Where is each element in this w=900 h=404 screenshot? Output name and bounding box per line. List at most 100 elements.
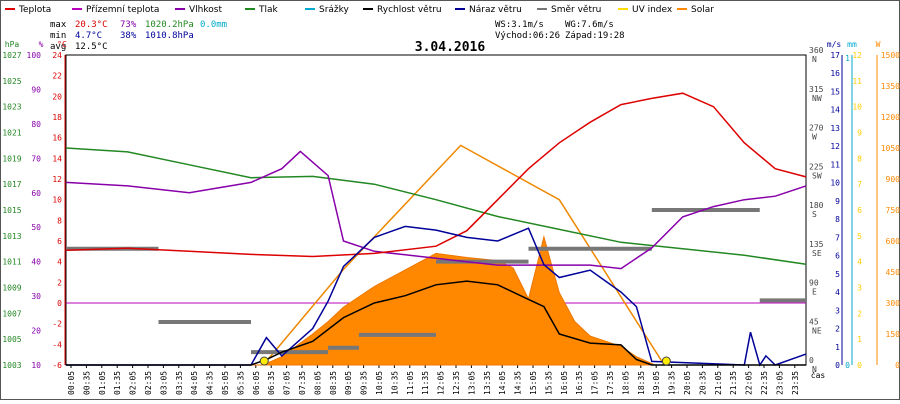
uv-tick-1: 1 <box>857 335 862 344</box>
hpa-tick-7: 1017 <box>2 180 21 189</box>
time-label-23: 11:35 <box>421 371 430 395</box>
temp-tick-4: 2 <box>57 278 62 287</box>
stats-avg-temp: 12.5°C <box>75 42 108 52</box>
time-label-35: 17:35 <box>606 371 615 395</box>
hpa-tick-5: 1013 <box>2 232 21 241</box>
stats-min-press: 1010.8hPa <box>145 31 194 41</box>
time-label-34: 17:05 <box>591 371 600 395</box>
stats-max-rain: 0.0mm <box>200 20 227 30</box>
dir-tick-deg-6: 270 <box>809 124 824 133</box>
temp-tick-7: 8 <box>57 216 62 225</box>
hpa-tick-0: 1003 <box>2 361 21 370</box>
uv-tick-10: 10 <box>852 103 862 112</box>
time-label-30: 15:05 <box>529 371 538 395</box>
time-label-46: 23:05 <box>775 371 784 395</box>
time-label-5: 02:35 <box>144 371 153 395</box>
time-label-44: 22:05 <box>745 371 754 395</box>
temp-unit: °C <box>57 40 67 49</box>
hpa-tick-8: 1019 <box>2 154 21 163</box>
dir-tick-deg-4: 180 <box>809 201 824 210</box>
wind-unit: m/s <box>827 40 842 49</box>
uv-tick-8: 8 <box>857 154 862 163</box>
solar-tick-4: 600 <box>886 237 900 246</box>
wind-tick-2: 2 <box>835 325 840 334</box>
wind-tick-10: 10 <box>830 179 840 188</box>
time-label-31: 15:35 <box>544 371 553 395</box>
time-label-45: 22:35 <box>760 371 769 395</box>
time-label-8: 04:05 <box>190 371 199 395</box>
dir-tick-deg-2: 90 <box>809 279 819 288</box>
hpa-tick-11: 1025 <box>2 77 21 86</box>
uv-tick-2: 2 <box>857 309 862 318</box>
time-label-18: 09:05 <box>344 371 353 395</box>
legend-label-9: Solar <box>691 5 714 15</box>
dir-tick-lbl-7: NW <box>812 94 822 103</box>
hpa-tick-2: 1007 <box>2 309 21 318</box>
time-label-21: 10:35 <box>390 371 399 395</box>
time-label-47: 23:35 <box>791 371 800 395</box>
time-label-15: 07:35 <box>298 371 307 395</box>
wind-ws: WS:3.1m/s <box>495 20 544 30</box>
pct-tick-3: 40 <box>31 258 41 267</box>
dir-tick-deg-5: 225 <box>809 162 824 171</box>
time-label-33: 16:35 <box>575 371 584 395</box>
dir-tick-deg-7: 315 <box>809 85 824 94</box>
time-label-6: 03:05 <box>159 371 168 395</box>
time-label-36: 18:05 <box>621 371 630 395</box>
time-label-28: 14:05 <box>498 371 507 395</box>
wind-tick-13: 13 <box>830 124 840 133</box>
sunrise-marker <box>259 356 269 366</box>
time-label-37: 18:35 <box>637 371 646 395</box>
pct-tick-1: 20 <box>31 327 41 336</box>
sunrise: Východ:06:26 <box>495 31 560 41</box>
solar-tick-10: 1500 <box>881 51 900 60</box>
time-label-27: 13:35 <box>483 371 492 395</box>
plot-area <box>65 54 807 367</box>
wind-tick-9: 9 <box>835 197 840 206</box>
hpa-tick-9: 1021 <box>2 129 21 138</box>
axes: 1003100510071009101110131015101710191021… <box>2 46 900 395</box>
stats-min-hum: 38% <box>120 31 137 41</box>
time-label-24: 12:05 <box>437 371 446 395</box>
temp-tick-0: -6 <box>52 361 62 370</box>
time-label-2: 01:05 <box>98 371 107 395</box>
temp-tick-2: -2 <box>52 320 62 329</box>
x-axis-label: čas <box>811 370 826 380</box>
stats-max-hum: 73% <box>120 20 137 30</box>
time-label-11: 05:35 <box>236 371 245 395</box>
solar-tick-3: 450 <box>886 268 900 277</box>
hpa-tick-3: 1009 <box>2 284 21 293</box>
wind-tick-12: 12 <box>830 142 840 151</box>
dir-tick-deg-3: 135 <box>809 240 824 249</box>
solar-tick-1: 150 <box>886 330 900 339</box>
temp-tick-15: 24 <box>52 51 62 60</box>
solar-tick-0: 0 <box>895 361 900 370</box>
sunset: Západ:19:28 <box>565 31 625 41</box>
temp-tick-1: -4 <box>52 340 62 349</box>
dir-tick-lbl-6: W <box>812 133 817 142</box>
legend-label-1: Přízemní teplota <box>86 5 159 15</box>
legend-label-4: Srážky <box>319 5 350 15</box>
series-pressure <box>65 147 807 266</box>
time-label-25: 12:35 <box>452 371 461 395</box>
wind-tick-5: 5 <box>835 270 840 279</box>
time-label-42: 21:05 <box>714 371 723 395</box>
wind-tick-4: 4 <box>835 288 840 297</box>
uv-tick-5: 5 <box>857 232 862 241</box>
solar-unit: W <box>876 40 881 49</box>
wind-tick-17: 17 <box>830 51 840 60</box>
dir-tick-lbl-0: N <box>812 365 817 374</box>
time-label-3: 01:35 <box>113 371 122 395</box>
dir-tick-lbl-2: E <box>812 288 817 297</box>
temp-tick-6: 6 <box>57 237 62 246</box>
pct-tick-5: 60 <box>31 189 41 198</box>
legend-label-5: Rychlost větru <box>377 5 442 15</box>
chart-title: 3.04.2016 <box>415 40 486 55</box>
wind-tick-7: 7 <box>835 233 840 242</box>
uv-tick-7: 7 <box>857 180 862 189</box>
stats-min-temp: 4.7°C <box>75 31 102 41</box>
dir-tick-deg-1: 45 <box>809 317 819 326</box>
hpa-unit: hPa <box>5 40 20 49</box>
pct-tick-4: 50 <box>31 223 41 232</box>
